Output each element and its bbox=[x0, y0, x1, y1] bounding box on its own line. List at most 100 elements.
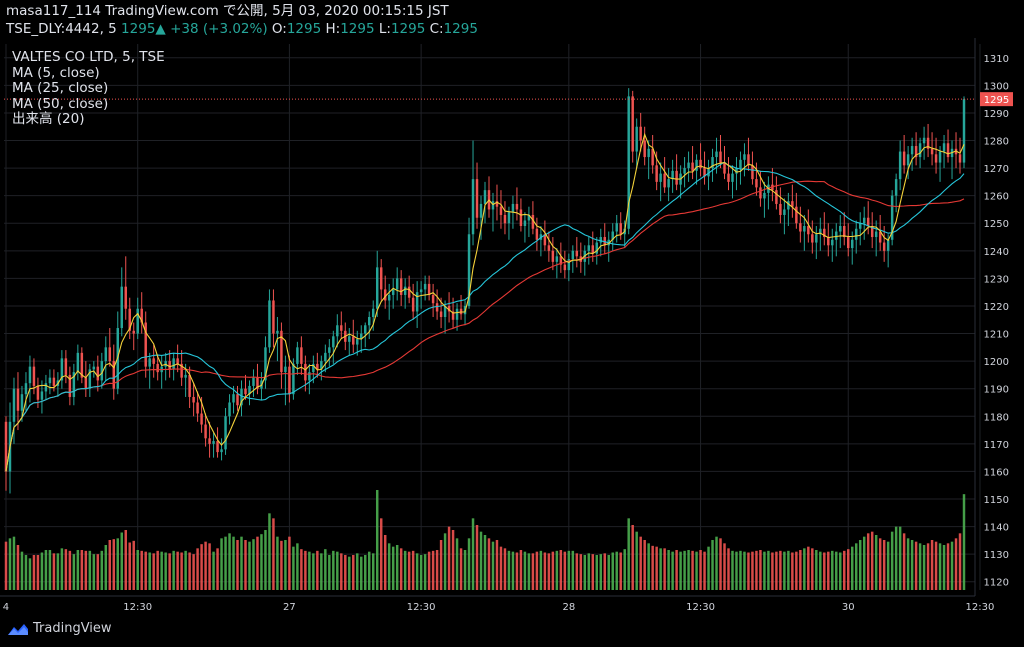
candle-body bbox=[120, 286, 123, 329]
volume-bar bbox=[192, 554, 195, 590]
candle-body bbox=[595, 242, 599, 254]
candle-body bbox=[443, 305, 447, 317]
candle-body bbox=[938, 151, 942, 163]
candle-body bbox=[104, 347, 108, 362]
volume-bar bbox=[499, 546, 503, 590]
candle-body bbox=[862, 217, 866, 224]
candle-body bbox=[328, 347, 331, 353]
volume-bar bbox=[24, 555, 28, 590]
volume-bar bbox=[387, 543, 391, 590]
candle-body bbox=[695, 159, 698, 171]
legend-symbol-title[interactable]: VALTES CO LTD, 5, TSE bbox=[12, 49, 165, 65]
volume-bar bbox=[914, 541, 918, 590]
volume-bar bbox=[739, 550, 742, 590]
volume-bar bbox=[671, 551, 674, 590]
volume-bar bbox=[336, 551, 339, 590]
volume-bar bbox=[136, 550, 139, 590]
candle-body bbox=[304, 363, 307, 381]
candle-body bbox=[96, 366, 100, 381]
volume-bar bbox=[519, 550, 523, 590]
volume-bar bbox=[236, 540, 239, 590]
candle-body bbox=[435, 303, 439, 312]
volume-bar bbox=[28, 558, 32, 590]
y-tick-label: 1190 bbox=[984, 385, 1009, 396]
volume-bar bbox=[527, 553, 531, 590]
volume-bar bbox=[176, 551, 179, 590]
ohlc-header: TSE_DLY:4442, 5 1295▲ +38 (+3.02%) O:129… bbox=[6, 21, 478, 37]
candle-body bbox=[88, 369, 92, 389]
volume-bar bbox=[324, 549, 327, 590]
candle-body bbox=[387, 294, 391, 301]
volume-bar bbox=[296, 543, 299, 590]
volume-bar bbox=[755, 550, 758, 590]
volume-bar bbox=[407, 551, 411, 590]
candle-body bbox=[639, 126, 642, 141]
volume-bar bbox=[272, 518, 275, 590]
candle-body bbox=[148, 358, 151, 367]
candle-body bbox=[823, 228, 826, 238]
volume-bar bbox=[44, 550, 48, 590]
candle-body bbox=[28, 366, 32, 384]
chart-legend: VALTES CO LTD, 5, TSE MA (5, close) MA (… bbox=[12, 49, 165, 128]
volume-bar bbox=[691, 550, 694, 590]
candle-body bbox=[132, 330, 135, 334]
candle-body bbox=[962, 99, 966, 163]
legend-volume[interactable]: 出来高 (20) bbox=[12, 111, 85, 127]
volume-bar bbox=[36, 555, 40, 590]
candle-body bbox=[308, 372, 311, 381]
tradingview-logo[interactable]: TradingView bbox=[8, 621, 112, 636]
volume-bar bbox=[511, 551, 515, 590]
candle-body bbox=[152, 358, 155, 364]
candle-body bbox=[683, 168, 686, 174]
candle-body bbox=[870, 226, 874, 238]
y-tick-label: 1310 bbox=[984, 54, 1009, 65]
volume-bar bbox=[631, 525, 634, 590]
volume-bar bbox=[328, 555, 331, 590]
volume-bar bbox=[244, 540, 247, 590]
x-tick-label: 12:30 bbox=[686, 602, 715, 613]
legend-ma50[interactable]: MA (50, close) bbox=[12, 95, 109, 112]
volume-bar bbox=[455, 538, 459, 590]
candle-body bbox=[296, 347, 299, 364]
candle-body bbox=[312, 363, 315, 373]
volume-bar bbox=[284, 540, 287, 590]
volume-bar bbox=[811, 548, 814, 590]
candle-body bbox=[571, 250, 575, 260]
legend-ma5[interactable]: MA (5, close) bbox=[12, 64, 100, 81]
volume-bar bbox=[882, 540, 886, 590]
volume-bar bbox=[471, 518, 475, 590]
candle-body bbox=[759, 187, 762, 199]
volume-bar bbox=[320, 553, 323, 590]
candle-body bbox=[631, 96, 634, 152]
low-label: L: bbox=[378, 21, 391, 37]
volume-bar bbox=[439, 540, 443, 590]
volume-bar bbox=[451, 530, 455, 590]
volume-bar bbox=[731, 550, 734, 590]
candle-body bbox=[723, 162, 726, 174]
candle-body bbox=[224, 416, 227, 450]
candle-body bbox=[336, 325, 339, 337]
candle-body bbox=[32, 366, 36, 386]
candle-body bbox=[914, 146, 918, 158]
candle-body bbox=[455, 308, 459, 320]
candle-body bbox=[731, 173, 734, 182]
high-value: 1295 bbox=[340, 21, 375, 37]
candle-body bbox=[383, 289, 387, 301]
volume-bar bbox=[8, 538, 12, 590]
candle-body bbox=[188, 374, 191, 397]
volume-bar bbox=[172, 550, 175, 590]
candle-body bbox=[831, 239, 834, 246]
candle-body bbox=[356, 339, 359, 345]
volume-bar bbox=[627, 518, 630, 590]
candle-body bbox=[395, 278, 399, 290]
candle-body bbox=[371, 308, 375, 317]
legend-ma25[interactable]: MA (25, close) bbox=[12, 80, 109, 96]
tradingview-logo-text: TradingView bbox=[33, 621, 112, 636]
volume-bar bbox=[555, 550, 559, 590]
volume-bar bbox=[128, 542, 131, 590]
volume-bars bbox=[4, 490, 966, 590]
volume-bar bbox=[815, 550, 818, 590]
volume-bar bbox=[938, 543, 942, 590]
